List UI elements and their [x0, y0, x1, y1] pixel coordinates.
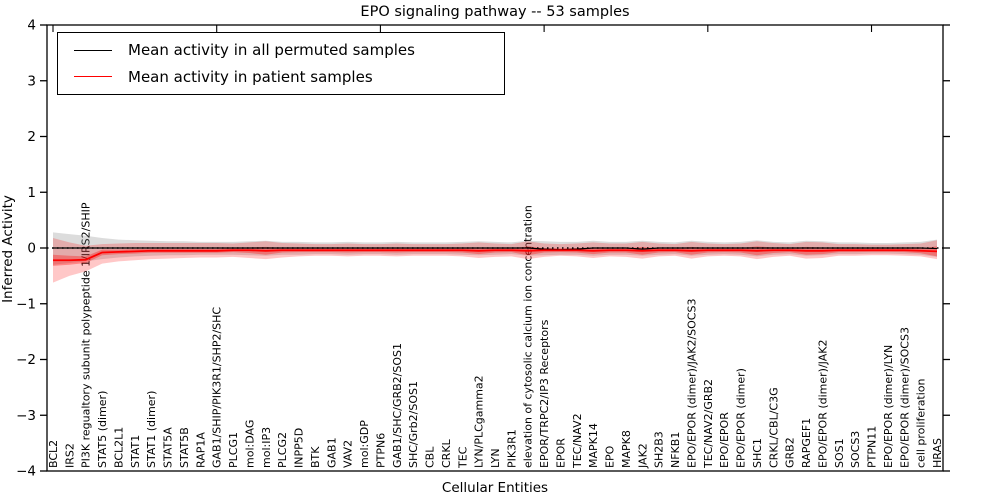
- x-tick-label: RAPGEF1: [800, 418, 813, 468]
- x-tick-label: PI3K regualtory subunit polypeptide 1/IR…: [80, 202, 93, 468]
- x-tick-label: PLCG1: [227, 432, 240, 468]
- x-tick-label: BCL2: [47, 440, 60, 468]
- x-tick-label: CBL: [424, 446, 437, 468]
- x-tick-label: PLCG2: [276, 432, 289, 468]
- x-tick-label: SOCS3: [849, 431, 862, 468]
- legend-line-permuted-icon: [74, 49, 112, 51]
- x-tick-label: STAT1 (dimer): [145, 391, 158, 468]
- x-tick-label: BCL2L1: [112, 427, 125, 468]
- x-tick-label: EPO/EPOR: [718, 412, 731, 468]
- x-tick-label: cell proliferation: [915, 378, 928, 468]
- x-tick-label: IRS2: [63, 443, 76, 468]
- x-tick-label: mol:GDP: [358, 420, 371, 468]
- x-tick-label: STAT1: [129, 435, 142, 468]
- y-tick-label: 4: [27, 18, 36, 34]
- x-axis-label: Cellular Entities: [441, 480, 549, 496]
- x-tick-label: EPO/EPOR (dimer)/SOCS3: [898, 327, 911, 468]
- x-tick-label: mol:DAG: [243, 420, 256, 468]
- x-tick-label: CRKL: [440, 438, 453, 468]
- x-tick-label: GAB1: [325, 437, 338, 468]
- y-tick-label: −1: [16, 296, 36, 312]
- x-tick-label: LYN/PLCgamma2: [473, 375, 486, 468]
- x-tick-label: SHC1: [751, 438, 764, 468]
- y-tick-label: −2: [16, 352, 36, 368]
- x-tick-label: STAT5B: [178, 427, 191, 468]
- x-tick-label: EPOR/TRPC2/IP3 Receptors: [538, 319, 551, 468]
- patient-samples-range-band: [53, 237, 937, 283]
- y-axis-label: Inferred Activity: [0, 195, 16, 303]
- x-tick-label: EPO/EPOR (dimer)/LYN: [882, 345, 895, 468]
- y-tick-label: −4: [16, 464, 36, 480]
- x-tick-label: TEC: [456, 446, 469, 469]
- x-tick-label: EPOR: [554, 438, 567, 468]
- x-tick-label: EPO/EPOR (dimer): [735, 368, 748, 468]
- legend: Mean activity in all permuted samples Me…: [57, 32, 505, 95]
- x-tick-label: GAB1/SHIP/PIK3R1/SHP2/SHC: [211, 307, 224, 468]
- x-tick-label: GAB1/SHC/GRB2/SOS1: [391, 343, 404, 468]
- chart-title: EPO signaling pathway -- 53 samples: [360, 4, 630, 20]
- x-tick-label: INPP5D: [293, 428, 306, 468]
- legend-entry-permuted: Mean activity in all permuted samples: [58, 41, 504, 59]
- x-tick-label: JAK2: [636, 443, 649, 469]
- y-tick-label: 2: [27, 129, 36, 145]
- x-tick-label: PIK3R1: [505, 429, 518, 468]
- x-tick-label: VAV2: [342, 440, 355, 468]
- series-line-1: [53, 249, 938, 262]
- x-tick-label: PTPN11: [866, 426, 879, 468]
- y-tick-label: 1: [27, 185, 36, 201]
- x-tick-label: GRB2: [784, 437, 797, 468]
- x-tick-label: mol:IP3: [260, 427, 273, 468]
- legend-line-patient-icon: [74, 76, 112, 78]
- y-tick-label: 3: [27, 73, 36, 89]
- x-tick-label: CRKL/CBL/C3G: [767, 387, 780, 468]
- x-tick-label: SH2B3: [653, 431, 666, 468]
- y-tick-label: 0: [27, 241, 36, 257]
- y-tick-label: −3: [16, 408, 36, 424]
- x-tick-label: LYN: [489, 448, 502, 468]
- x-tick-label: NFKB1: [669, 432, 682, 468]
- x-tick-label: TEC/NAV2: [571, 413, 584, 469]
- x-tick-label: MAPK14: [587, 423, 600, 468]
- x-tick-label: STAT5 (dimer): [96, 391, 109, 468]
- x-tick-label: STAT5A: [162, 427, 175, 468]
- x-tick-label: RAP1A: [194, 432, 207, 468]
- x-tick-label: SHC/Grb2/SOS1: [407, 381, 420, 468]
- x-tick-label: TEC/NAV2/GRB2: [702, 379, 715, 469]
- x-tick-label: EPO/EPOR (dimer)/JAK2/SOCS3: [685, 299, 698, 468]
- x-tick-label: EPO/EPOR (dimer)/JAK2: [816, 340, 829, 468]
- x-tick-label: elevation of cytosolic calcium ion conce…: [522, 205, 535, 468]
- x-tick-label: BTK: [309, 446, 322, 468]
- series-line-0: [53, 247, 938, 251]
- x-tick-label: EPO: [604, 445, 617, 468]
- x-tick-label: MAPK8: [620, 430, 633, 468]
- x-tick-label: SOS1: [833, 438, 846, 468]
- x-tick-label: HRAS: [931, 438, 944, 468]
- legend-label-patient: Mean activity in patient samples: [128, 67, 373, 86]
- legend-label-permuted: Mean activity in all permuted samples: [128, 41, 415, 60]
- x-tick-label: PTPN6: [374, 433, 387, 468]
- legend-entry-patient: Mean activity in patient samples: [58, 68, 504, 86]
